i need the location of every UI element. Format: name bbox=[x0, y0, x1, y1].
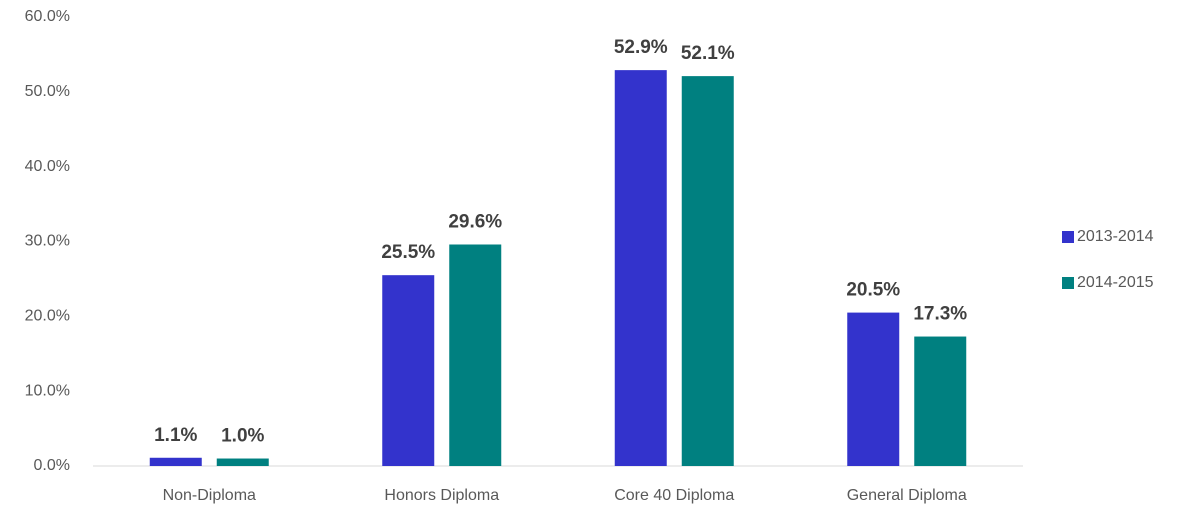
legend-label: 2013-2014 bbox=[1077, 228, 1154, 245]
bar bbox=[216, 458, 269, 466]
x-tick-label: Honors Diploma bbox=[384, 487, 499, 504]
y-tick-label: 0.0% bbox=[34, 457, 70, 474]
y-tick-label: 10.0% bbox=[25, 382, 70, 399]
bar bbox=[149, 457, 202, 466]
y-tick-label: 40.0% bbox=[25, 158, 70, 175]
value-label: 52.1% bbox=[681, 43, 735, 64]
bar bbox=[614, 70, 667, 467]
value-label: 29.6% bbox=[448, 212, 502, 233]
value-label: 1.1% bbox=[154, 425, 197, 446]
bar bbox=[847, 312, 900, 466]
value-label: 20.5% bbox=[846, 280, 900, 301]
x-tick-label: Core 40 Diploma bbox=[614, 487, 734, 504]
bar bbox=[681, 76, 734, 466]
value-label: 17.3% bbox=[913, 304, 967, 325]
y-tick-label: 30.0% bbox=[25, 233, 70, 250]
legend-swatch bbox=[1062, 231, 1074, 243]
x-tick-label: General Diploma bbox=[847, 487, 967, 504]
value-label: 52.9% bbox=[614, 37, 668, 58]
y-tick-label: 60.0% bbox=[25, 8, 70, 25]
y-tick-label: 20.0% bbox=[25, 308, 70, 325]
value-label: 1.0% bbox=[221, 426, 264, 447]
value-label: 25.5% bbox=[381, 242, 435, 263]
legend-swatch bbox=[1062, 277, 1074, 289]
x-tick-label: Non-Diploma bbox=[163, 487, 256, 504]
bar bbox=[449, 244, 502, 466]
bar bbox=[914, 336, 967, 466]
legend-label: 2014-2015 bbox=[1077, 274, 1154, 291]
y-tick-label: 50.0% bbox=[25, 83, 70, 100]
bar bbox=[382, 275, 435, 466]
